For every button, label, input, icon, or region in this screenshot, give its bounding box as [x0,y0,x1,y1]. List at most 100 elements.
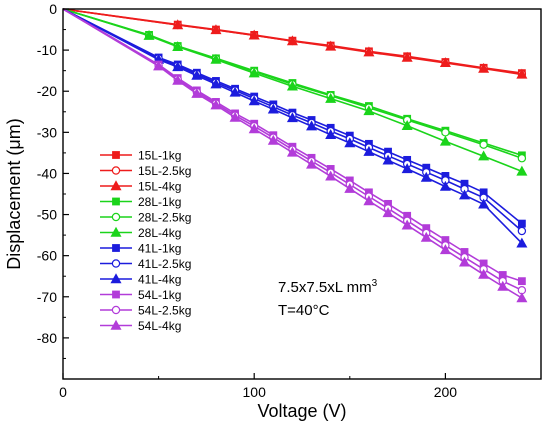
annotation-dimensions-superscript: 3 [372,278,378,289]
y-tick-label: -50 [37,207,57,223]
data-point [229,111,241,122]
series-41L-4kg [62,8,528,248]
data-point [516,237,528,248]
data-point [267,103,279,114]
data-point [248,67,260,78]
series-line [62,8,523,173]
data-point [286,35,298,46]
data-point [441,128,450,137]
legend-label: 54L-4kg [138,319,181,333]
data-point [420,171,432,182]
legend-label: 15L-1kg [138,149,181,163]
data-point [420,231,432,242]
data-point [210,99,222,110]
legend-marker [110,226,122,237]
data-point [248,29,260,40]
x-tick-label: 200 [434,384,458,400]
y-tick-label: -30 [37,124,57,140]
legend-item: 41L-1kg [100,242,181,256]
series-15L-4kg [62,8,528,79]
data-point [401,51,413,62]
data-point [497,280,509,291]
data-point [248,95,260,106]
legend-marker [112,290,120,299]
series-54L-4kg [62,8,528,303]
annotation-temperature: T=40°C [278,302,330,319]
legend-marker [111,166,121,175]
data-point [325,170,337,181]
data-point [248,123,260,134]
legend-marker [110,273,122,284]
data-point [325,129,337,139]
data-point [172,41,184,52]
legend-item: 54L-1kg [100,288,181,302]
annotation-dimensions-text: 7.5x7.5xL mm [278,279,372,296]
data-point [210,53,222,64]
legend-item: 54L-4kg [100,319,181,333]
series-layer [62,8,528,303]
legend-item: 28L-2.5kg [100,211,191,225]
series-28L-4kg [62,8,528,176]
data-point [153,60,165,71]
legend-label: 41L-2.5kg [138,257,191,271]
legend-label: 28L-2.5kg [138,211,191,225]
data-point [517,154,527,163]
data-point [286,112,298,123]
legend-marker [112,151,120,159]
legend-label: 54L-2.5kg [138,304,191,318]
data-point [517,277,526,286]
data-point [363,46,375,57]
data-point [459,189,471,200]
data-point [306,158,318,169]
x-axis-title: Voltage (V) [257,401,346,421]
data-point [401,163,413,174]
data-point [478,150,490,161]
x-tick-label: 0 [59,384,67,400]
data-point [516,165,528,176]
legend-label: 41L-1kg [138,242,181,256]
legend-label: 41L-4kg [138,273,181,287]
data-point [382,154,394,165]
y-tick-label: -20 [37,83,57,99]
data-point [459,256,471,267]
legend-marker [111,305,121,315]
data-point [172,61,184,72]
legend-label: 15L-4kg [138,180,181,194]
data-point [479,140,488,149]
data-point [439,135,451,146]
data-point [267,134,279,145]
data-point [344,182,356,193]
legend-item: 28L-1kg [100,195,181,209]
data-point [439,244,451,255]
x-tick-label: 100 [243,384,267,400]
data-point [363,105,375,116]
legend-marker [110,180,122,191]
legend-marker [112,244,120,252]
legend-marker [112,197,120,206]
data-point [439,57,451,68]
data-point [478,198,490,209]
y-axis-title: Displacement (μm) [4,118,24,269]
data-point [210,24,222,35]
y-tick-label: 0 [49,1,57,17]
legend-item: 41L-4kg [100,273,181,287]
data-point [286,146,298,157]
data-point [401,120,413,130]
y-tick-label: -60 [37,248,57,264]
data-point [306,120,318,131]
legend-label: 15L-2.5kg [138,164,191,178]
annotation-dimensions: 7.5x7.5xL mm3 [278,278,378,296]
data-point [172,19,184,30]
y-tick-label: -80 [37,330,57,346]
legend-item: 15L-1kg [100,149,181,163]
legend-item: 54L-2.5kg [100,304,191,318]
data-point [143,29,155,40]
data-point [191,69,203,80]
ticks-layer: 0 100 200 0 -10 -20 -30 -40 -50 -60 -70 -80 [37,1,458,400]
data-point [517,226,527,236]
data-point [382,207,394,218]
data-point [516,68,528,79]
legend-label: 28L-1kg [138,195,181,209]
data-point [210,78,222,89]
legend-item: 15L-4kg [100,180,181,194]
